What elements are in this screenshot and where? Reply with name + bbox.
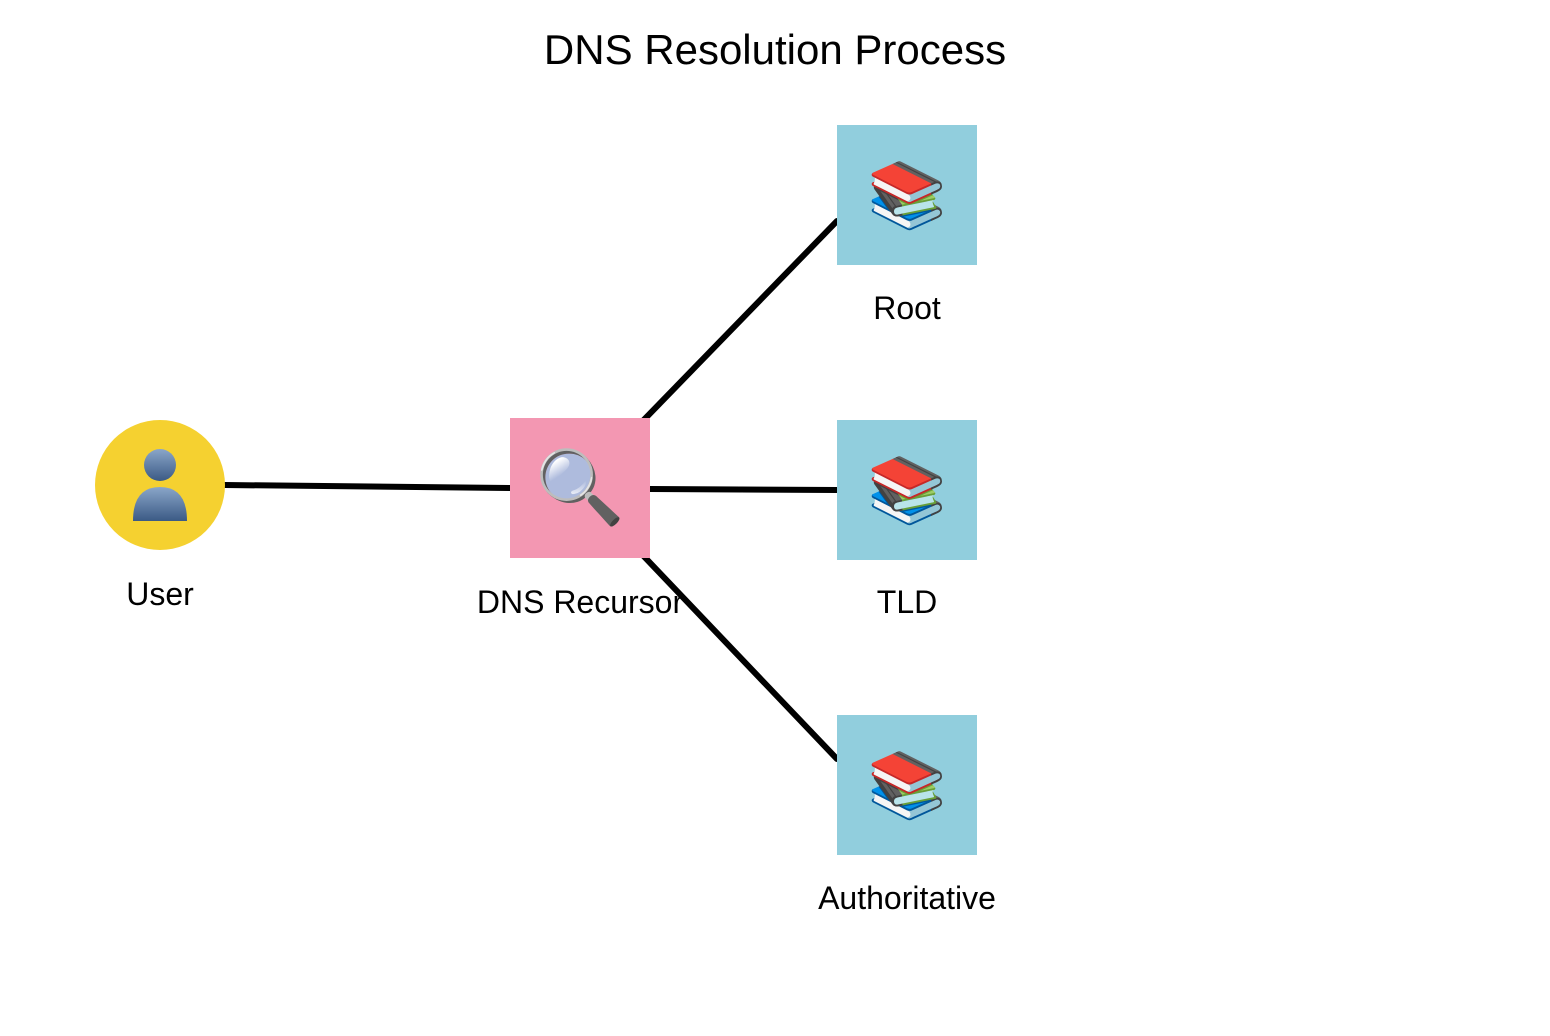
edge-user-recursor bbox=[225, 485, 510, 488]
books-icon: 📚 bbox=[867, 458, 947, 522]
edge-recursor-root bbox=[634, 221, 837, 430]
node-tld-label: TLD bbox=[877, 584, 937, 621]
diagram-title: DNS Resolution Process bbox=[0, 26, 1550, 74]
diagram-edges bbox=[0, 0, 1550, 1036]
edge-recursor-auth bbox=[634, 546, 837, 759]
node-root: 📚 bbox=[837, 125, 977, 265]
magnifier-icon: 🔍 bbox=[535, 452, 625, 524]
node-root-label: Root bbox=[873, 290, 941, 327]
books-icon: 📚 bbox=[867, 753, 947, 817]
node-recursor: 🔍 bbox=[510, 418, 650, 558]
node-tld: 📚 bbox=[837, 420, 977, 560]
user-icon bbox=[125, 443, 195, 527]
node-authoritative-label: Authoritative bbox=[818, 880, 996, 917]
edge-recursor-tld bbox=[650, 489, 837, 490]
books-icon: 📚 bbox=[867, 163, 947, 227]
node-recursor-label: DNS Recursor bbox=[477, 584, 683, 621]
node-authoritative: 📚 bbox=[837, 715, 977, 855]
diagram-canvas: DNS Resolution Process User 🔍 DNS Re bbox=[0, 0, 1550, 1036]
node-user bbox=[95, 420, 225, 550]
node-user-label: User bbox=[126, 576, 194, 613]
